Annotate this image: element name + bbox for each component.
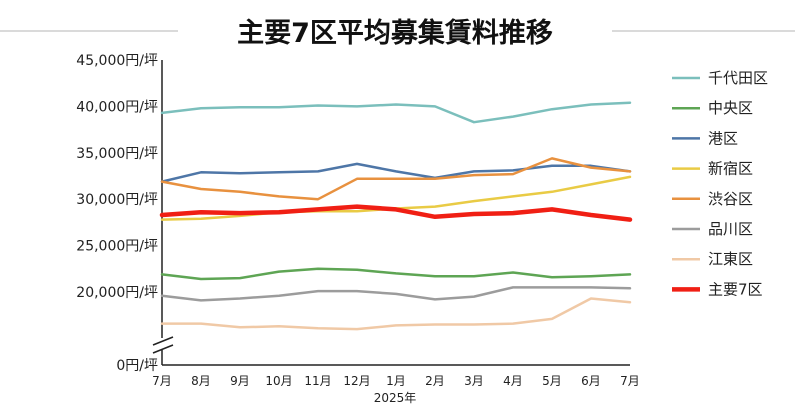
x-tick-label: 4月: [503, 374, 523, 388]
series-line: [160, 101, 632, 124]
series-line: [160, 162, 632, 183]
y-tick-label: 0円/坪: [116, 358, 158, 374]
series-line: [160, 267, 632, 281]
legend-label: 中央区: [708, 99, 753, 117]
x-tick-label: 6月: [581, 374, 601, 388]
x-tick-label: 9月: [230, 374, 250, 388]
x-group-label: 2025年: [374, 391, 417, 405]
x-tick-label: 1月: [386, 374, 406, 388]
x-tick-label: 5月: [542, 374, 562, 388]
legend-label: 渋谷区: [708, 190, 753, 208]
legend-label: 港区: [708, 129, 738, 147]
x-tick-label: 7月: [152, 374, 172, 388]
x-tick-label: 10月: [265, 374, 292, 388]
series-line: [159, 204, 633, 222]
y-tick-label: 25,000円/坪: [76, 239, 158, 255]
legend-label: 千代田区: [708, 69, 768, 87]
series-layer: [159, 101, 633, 331]
x-tick-label: 2月: [425, 374, 445, 388]
y-tick-label: 20,000円/坪: [76, 285, 158, 301]
axes: 45,000円/坪 40,000円/坪 35,000円/坪 30,000円/坪 25,0…: [76, 53, 640, 388]
series-line: [160, 286, 632, 302]
legend-label: 江東区: [708, 250, 753, 268]
series-line: [160, 297, 632, 331]
x-tick-label: 7月: [620, 374, 640, 388]
x-tick-label: 3月: [464, 374, 484, 388]
legend-label: 新宿区: [708, 160, 753, 178]
x-tick-label: 11月: [304, 374, 331, 388]
axis-break-mark: [152, 336, 174, 346]
y-tick-label: 30,000円/坪: [76, 192, 158, 208]
x-tick-label: 12月: [343, 374, 370, 388]
legend-label: 品川区: [708, 220, 753, 238]
y-tick-label: 40,000円/坪: [76, 99, 158, 115]
y-tick-label: 45,000円/坪: [76, 53, 158, 69]
axis-break-mark: [152, 344, 174, 354]
x-tick-label: 8月: [191, 374, 211, 388]
legend-label: 主要7区: [708, 280, 763, 298]
series-line: [160, 157, 632, 201]
chart-title: 主要7区平均募集賃料推移: [237, 17, 553, 49]
y-tick-label: 35,000円/坪: [76, 146, 158, 162]
